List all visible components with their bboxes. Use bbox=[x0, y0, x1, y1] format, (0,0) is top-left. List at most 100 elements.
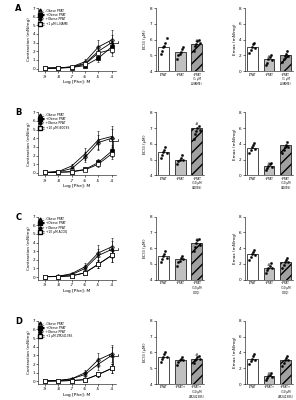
Point bbox=[164, 35, 169, 41]
Bar bbox=[280, 360, 291, 384]
Bar bbox=[192, 44, 202, 134]
Text: D: D bbox=[15, 317, 22, 326]
Y-axis label: Emax (mN/mg): Emax (mN/mg) bbox=[233, 128, 237, 160]
Point bbox=[194, 240, 199, 246]
Bar bbox=[263, 59, 274, 71]
Point bbox=[247, 50, 252, 56]
Point bbox=[194, 41, 199, 48]
Y-axis label: EC$_{50}$ (µM): EC$_{50}$ (µM) bbox=[141, 29, 149, 50]
Point bbox=[161, 44, 165, 51]
Text: #: # bbox=[195, 39, 199, 43]
Bar bbox=[175, 160, 186, 239]
Point bbox=[158, 259, 163, 266]
Point bbox=[180, 46, 184, 52]
Bar bbox=[280, 55, 291, 71]
Point bbox=[281, 360, 286, 366]
Bar bbox=[158, 152, 169, 239]
Point bbox=[267, 161, 272, 168]
Point bbox=[162, 251, 167, 258]
Point bbox=[175, 161, 180, 168]
Point bbox=[253, 356, 258, 363]
Point bbox=[160, 356, 164, 362]
Point bbox=[264, 62, 268, 68]
Point bbox=[176, 52, 181, 58]
Point bbox=[267, 54, 272, 60]
Y-axis label: EC$_{50}$ (µM): EC$_{50}$ (µM) bbox=[141, 342, 149, 363]
Y-axis label: EC$_{50}$ (µM): EC$_{50}$ (µM) bbox=[141, 133, 149, 155]
Point bbox=[247, 150, 252, 156]
Point bbox=[177, 156, 182, 163]
Point bbox=[280, 363, 285, 369]
Point bbox=[160, 48, 164, 54]
Point bbox=[280, 58, 285, 65]
Point bbox=[270, 57, 274, 63]
Point bbox=[284, 355, 288, 361]
Point bbox=[248, 47, 253, 53]
Point bbox=[286, 144, 291, 150]
Point bbox=[266, 265, 271, 271]
Point bbox=[250, 144, 254, 150]
Bar bbox=[175, 360, 186, 400]
Bar bbox=[247, 148, 258, 176]
Point bbox=[266, 163, 271, 169]
Y-axis label: Contraction (mN/mg): Contraction (mN/mg) bbox=[27, 226, 31, 270]
Point bbox=[266, 56, 271, 62]
Point bbox=[253, 45, 258, 52]
Bar bbox=[247, 48, 258, 71]
Point bbox=[253, 146, 258, 152]
Point bbox=[197, 242, 202, 248]
Point bbox=[282, 357, 287, 364]
Point bbox=[282, 144, 287, 150]
Text: #: # bbox=[267, 162, 271, 166]
Bar bbox=[247, 254, 258, 280]
Text: #: # bbox=[195, 122, 199, 126]
Point bbox=[251, 142, 255, 149]
Bar bbox=[192, 128, 202, 239]
Point bbox=[270, 265, 274, 271]
Bar bbox=[263, 166, 274, 176]
Text: #: # bbox=[267, 372, 271, 376]
Point bbox=[264, 377, 268, 383]
Point bbox=[252, 140, 257, 146]
Point bbox=[192, 248, 196, 254]
Y-axis label: Contraction (mN/mg): Contraction (mN/mg) bbox=[27, 122, 31, 166]
Point bbox=[247, 361, 252, 368]
Point bbox=[250, 44, 254, 50]
Point bbox=[197, 356, 202, 362]
Point bbox=[158, 51, 163, 57]
Point bbox=[161, 354, 165, 360]
Point bbox=[192, 136, 196, 142]
Point bbox=[266, 373, 271, 379]
Point bbox=[285, 139, 289, 146]
Point bbox=[284, 257, 288, 263]
Point bbox=[247, 257, 252, 263]
Legend: △ -Obese PPAT, ■ +Obese PPAT, + +Obese PPAT, □ +1 μM L-NAME: △ -Obese PPAT, ■ +Obese PPAT, + +Obese P… bbox=[39, 8, 68, 26]
Point bbox=[270, 374, 274, 380]
Point bbox=[267, 371, 272, 378]
Point bbox=[285, 48, 289, 55]
Point bbox=[162, 147, 167, 153]
Point bbox=[282, 259, 287, 266]
X-axis label: Log [Phe]: M: Log [Phe]: M bbox=[63, 393, 91, 397]
Point bbox=[195, 38, 200, 44]
Bar bbox=[192, 243, 202, 343]
Point bbox=[180, 253, 184, 259]
Point bbox=[251, 353, 255, 360]
Point bbox=[196, 123, 201, 130]
Point bbox=[270, 164, 274, 170]
Point bbox=[268, 260, 273, 266]
Point bbox=[250, 251, 254, 258]
Text: #: # bbox=[267, 55, 271, 59]
Point bbox=[196, 36, 201, 43]
Point bbox=[163, 248, 168, 254]
Y-axis label: Contraction (mN/mg): Contraction (mN/mg) bbox=[27, 18, 31, 62]
Point bbox=[286, 357, 291, 364]
Bar bbox=[158, 256, 169, 343]
Point bbox=[265, 164, 270, 171]
Point bbox=[265, 59, 270, 66]
Point bbox=[197, 126, 202, 133]
Point bbox=[264, 270, 268, 276]
Point bbox=[281, 147, 286, 153]
Bar bbox=[263, 268, 274, 280]
Y-axis label: Contraction (mN/mg): Contraction (mN/mg) bbox=[27, 330, 31, 374]
